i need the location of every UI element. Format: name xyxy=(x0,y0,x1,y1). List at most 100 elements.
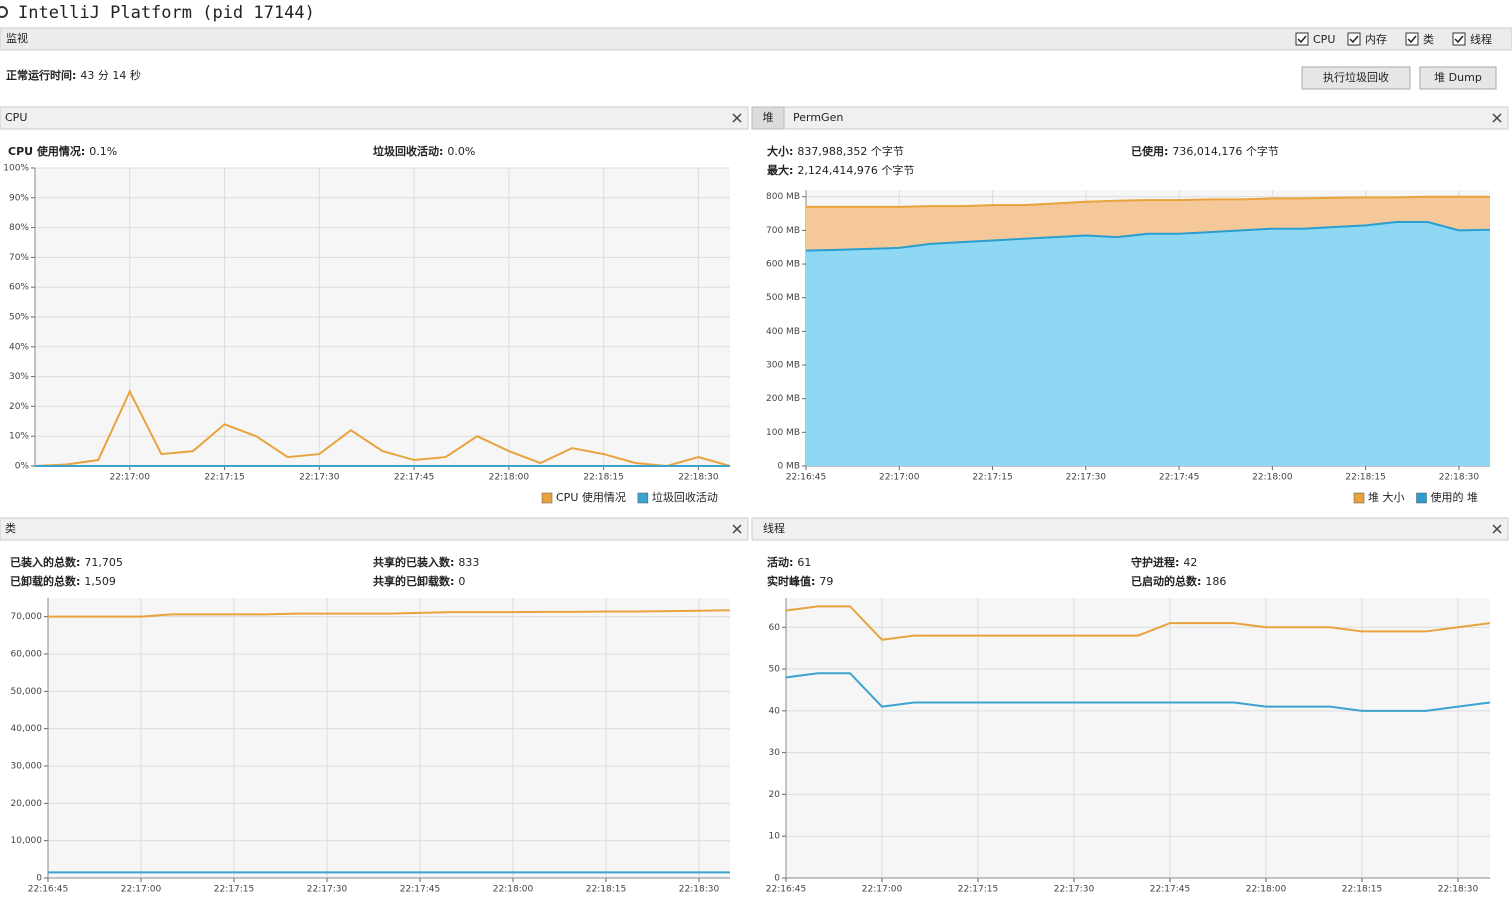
y-tick-label: 70,000 xyxy=(11,612,43,622)
stat-value: 736,014,176 个字节 xyxy=(1172,144,1278,158)
checkmark xyxy=(1349,35,1359,44)
close-button[interactable] xyxy=(732,113,742,123)
stat: 活动: 61 xyxy=(767,555,811,569)
panel-tab-label[interactable]: 堆 xyxy=(763,111,774,124)
x-tick-label: 22:18:00 xyxy=(489,473,530,483)
checkbox[interactable] xyxy=(1405,32,1419,46)
x-tick-label: 22:17:00 xyxy=(862,885,903,895)
x-tick-label: 22:18:00 xyxy=(493,885,534,895)
x-tick-label: 22:17:15 xyxy=(204,473,244,483)
x-tick-label: 22:17:30 xyxy=(299,473,340,483)
stat: 已装入的总数: 71,705 xyxy=(10,555,123,569)
y-tick-label: 70% xyxy=(9,253,29,263)
stat-value: 0 xyxy=(458,575,465,588)
x-tick-label: 22:17:15 xyxy=(958,885,998,895)
x-tick-label: 22:16:45 xyxy=(766,885,806,895)
stat-label: 已使用: xyxy=(1131,144,1168,158)
stat: 最大: 2,124,414,976 个字节 xyxy=(767,163,914,177)
stat: CPU 使用情况: 0.1% xyxy=(8,144,117,158)
x-tick-label: 22:18:00 xyxy=(1246,885,1287,895)
stat-label: 共享的已卸载数: xyxy=(373,574,454,588)
checkmark xyxy=(1407,35,1417,44)
checkbox-label[interactable]: 内存 xyxy=(1365,32,1387,46)
legend-swatch xyxy=(637,492,649,504)
y-tick-label: 20 xyxy=(769,790,781,800)
stat-label: 垃圾回收活动: xyxy=(373,144,443,158)
stat-value: 1,509 xyxy=(84,575,116,588)
checkbox-group: CPU 内存 类 线程 xyxy=(1295,32,1492,46)
y-tick-label: 500 MB xyxy=(766,293,800,303)
checkbox-label[interactable]: 类 xyxy=(1423,32,1434,46)
x-tick-label: 22:17:30 xyxy=(307,885,348,895)
window-title: IntelliJ Platform (pid 17144) xyxy=(18,3,315,23)
checkbox-label[interactable]: 线程 xyxy=(1470,32,1492,46)
x-tick-label: 22:17:30 xyxy=(1054,885,1095,895)
y-tick-label: 50,000 xyxy=(11,687,43,697)
checkbox[interactable] xyxy=(1295,32,1309,46)
y-tick-label: 30,000 xyxy=(11,762,43,772)
x-tick-label: 22:17:15 xyxy=(972,473,1012,483)
checkbox[interactable] xyxy=(1347,32,1361,46)
panel-tab[interactable] xyxy=(751,106,785,130)
stat-value: 42 xyxy=(1183,556,1197,569)
y-tick-label: 60% xyxy=(9,283,29,293)
x-tick-label: 22:18:30 xyxy=(1438,885,1479,895)
stat: 大小: 837,988,352 个字节 xyxy=(767,144,904,158)
uptime-value: 43 分 14 秒 xyxy=(80,68,140,82)
x-tick-label: 22:17:00 xyxy=(121,885,162,895)
close-button[interactable] xyxy=(1492,524,1502,534)
checkbox-label[interactable]: CPU xyxy=(1313,33,1335,46)
x-tick-label: 22:17:30 xyxy=(1066,473,1107,483)
x-tick-label: 22:18:15 xyxy=(1342,885,1382,895)
gc-button[interactable] xyxy=(1301,66,1411,90)
x-tick-label: 22:17:45 xyxy=(1159,473,1199,483)
series-line xyxy=(34,389,731,468)
plot-background xyxy=(48,598,730,878)
dump-button[interactable] xyxy=(1419,66,1497,90)
y-tick-label: 20,000 xyxy=(11,799,43,809)
legend-label: CPU 使用情况 xyxy=(556,491,626,504)
stat-label: 已卸载的总数: xyxy=(10,574,80,588)
x-tick-label: 22:18:15 xyxy=(586,885,626,895)
stat: 实时峰值: 79 xyxy=(767,574,833,588)
stat-label: 活动: xyxy=(767,555,793,569)
uptime-label: 正常运行时间: xyxy=(6,68,76,82)
panel-title: CPU xyxy=(5,111,27,124)
x-tick-label: 22:18:30 xyxy=(678,473,719,483)
series-line xyxy=(805,220,1491,252)
dump-button-label[interactable]: 堆 Dump xyxy=(1434,71,1482,84)
y-tick-label: 100 MB xyxy=(766,428,800,438)
y-tick-label: 10% xyxy=(9,432,29,442)
y-tick-label: 40 xyxy=(769,706,781,716)
stat-label: 最大: xyxy=(767,163,793,177)
close-button[interactable] xyxy=(1492,113,1502,123)
panel-title: 线程 xyxy=(763,521,785,535)
x-tick-label: 22:18:00 xyxy=(1252,473,1293,483)
panel-header xyxy=(0,517,749,541)
stat: 垃圾回收活动: 0.0% xyxy=(373,144,475,158)
status-icon xyxy=(0,6,8,18)
stat: 共享的已装入数: 833 xyxy=(373,555,479,569)
close-button[interactable] xyxy=(732,524,742,534)
stat-value: 0.0% xyxy=(447,145,475,158)
x-tick-label: 22:17:15 xyxy=(214,885,254,895)
panel-header xyxy=(0,106,749,130)
stat-value: 71,705 xyxy=(84,556,123,569)
stat-value: 79 xyxy=(819,575,833,588)
series-line xyxy=(785,672,1491,712)
y-tick-label: 200 MB xyxy=(766,394,800,404)
y-tick-label: 0 MB xyxy=(777,462,800,472)
y-tick-label: 40% xyxy=(9,342,29,352)
legend-label: 使用的 堆 xyxy=(1431,490,1479,504)
checkbox[interactable] xyxy=(1452,32,1466,46)
series-line xyxy=(806,195,1490,208)
y-tick-label: 50% xyxy=(9,313,29,323)
stat-label: 实时峰值: xyxy=(767,574,815,588)
stat: 已卸载的总数: 1,509 xyxy=(10,574,116,588)
stat: 共享的已卸载数: 0 xyxy=(373,574,465,588)
gc-button-label[interactable]: 执行垃圾回收 xyxy=(1323,70,1389,84)
panel-tab-label[interactable]: PermGen xyxy=(793,111,843,124)
tab[interactable]: 监视 xyxy=(6,31,28,45)
y-tick-label: 0 xyxy=(774,874,780,884)
